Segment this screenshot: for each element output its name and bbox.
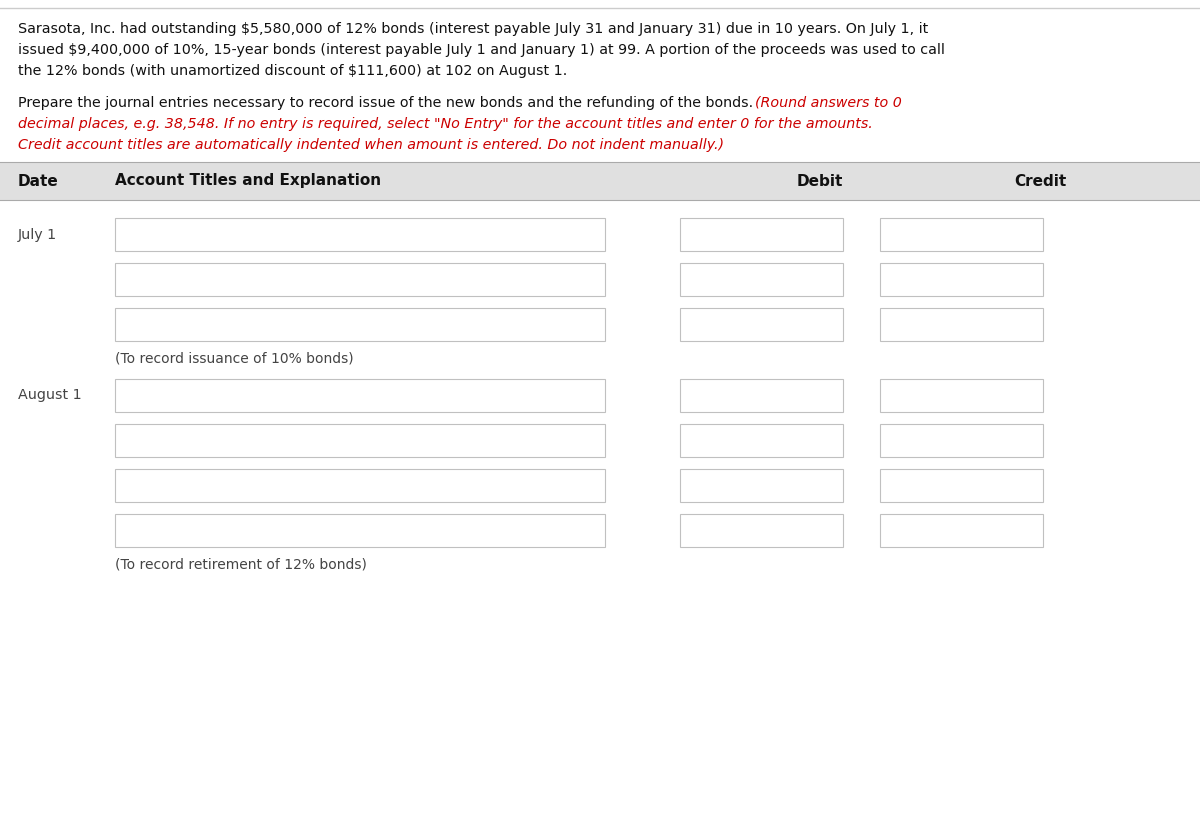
Text: (To record retirement of 12% bonds): (To record retirement of 12% bonds) <box>115 557 367 571</box>
Text: Credit account titles are automatically indented when amount is entered. Do not : Credit account titles are automatically … <box>18 138 724 152</box>
Text: the 12% bonds (with unamortized discount of $111,600) at 102 on August 1.: the 12% bonds (with unamortized discount… <box>18 64 568 78</box>
Bar <box>880 469 1043 502</box>
Bar <box>115 218 605 251</box>
Bar <box>115 514 605 547</box>
Text: Credit: Credit <box>1014 173 1066 188</box>
Bar <box>880 308 1043 341</box>
Text: Debit: Debit <box>797 173 844 188</box>
Bar <box>680 263 842 296</box>
Text: (To record issuance of 10% bonds): (To record issuance of 10% bonds) <box>115 351 354 365</box>
Bar <box>680 308 842 341</box>
Text: decimal places, e.g. 38,548. If no entry is required, select "No Entry" for the : decimal places, e.g. 38,548. If no entry… <box>18 117 872 131</box>
Text: Date: Date <box>18 173 59 188</box>
Bar <box>115 424 605 457</box>
Bar <box>880 379 1043 412</box>
Bar <box>680 218 842 251</box>
Text: August 1: August 1 <box>18 389 82 403</box>
Bar <box>680 424 842 457</box>
Bar <box>115 379 605 412</box>
Text: Prepare the journal entries necessary to record issue of the new bonds and the r: Prepare the journal entries necessary to… <box>18 96 754 110</box>
Bar <box>880 263 1043 296</box>
Bar <box>115 308 605 341</box>
Text: July 1: July 1 <box>18 228 58 242</box>
Bar <box>680 379 842 412</box>
Bar <box>880 218 1043 251</box>
Bar <box>880 514 1043 547</box>
Text: Account Titles and Explanation: Account Titles and Explanation <box>115 173 382 188</box>
Bar <box>680 514 842 547</box>
Bar <box>0 162 1200 200</box>
Text: issued $9,400,000 of 10%, 15-year bonds (interest payable July 1 and January 1) : issued $9,400,000 of 10%, 15-year bonds … <box>18 43 944 57</box>
Bar <box>880 424 1043 457</box>
Text: Sarasota, Inc. had outstanding $5,580,000 of 12% bonds (interest payable July 31: Sarasota, Inc. had outstanding $5,580,00… <box>18 22 929 36</box>
Bar <box>680 469 842 502</box>
Text: (Round answers to 0: (Round answers to 0 <box>755 96 902 110</box>
Bar <box>115 469 605 502</box>
Bar <box>115 263 605 296</box>
